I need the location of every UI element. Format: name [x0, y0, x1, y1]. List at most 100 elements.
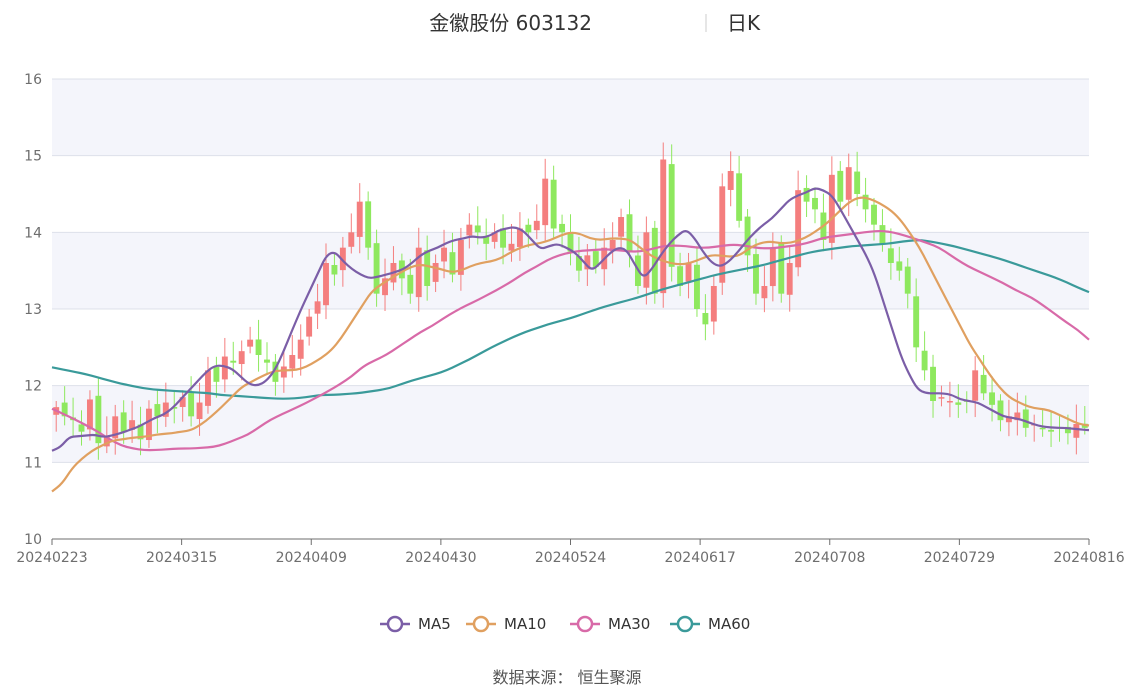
legend-marker-ma60 — [676, 615, 694, 633]
candle-body — [660, 159, 667, 294]
legend-label-ma60: MA60 — [708, 615, 750, 633]
candle-body — [508, 243, 515, 251]
x-tick-label: 20240524 — [535, 550, 606, 566]
candle-body — [415, 247, 422, 298]
candle-body — [238, 351, 245, 365]
y-axis-ticks: 10 11 12 13 14 15 16 — [24, 72, 42, 548]
candle-body — [643, 232, 650, 288]
candle-body — [769, 247, 776, 287]
candle-body — [154, 404, 161, 417]
candle-body — [129, 420, 136, 430]
candle-body — [1022, 409, 1029, 428]
candle-body — [356, 201, 363, 237]
y-tick-label: 15 — [24, 149, 42, 165]
candle-body — [146, 408, 152, 441]
candle-body — [365, 201, 372, 248]
x-tick-label: 20240315 — [146, 550, 217, 566]
candle-body — [887, 248, 894, 263]
candle-body — [289, 355, 296, 369]
y-tick-label: 12 — [24, 379, 42, 395]
chart-title: 金徽股份 603132 — [429, 11, 592, 35]
candle-body — [1039, 427, 1046, 430]
candle-body — [382, 278, 388, 296]
candle-body — [559, 223, 566, 233]
candle-body — [651, 227, 658, 294]
candle-body — [533, 220, 540, 231]
candle-body — [196, 402, 203, 420]
candle-body — [491, 232, 498, 242]
candle-body — [575, 256, 582, 271]
candle-body — [778, 243, 785, 294]
candle-body — [103, 435, 110, 447]
data-source: 数据来源： 恒生聚源 — [492, 668, 641, 687]
legend-label-ma30: MA30 — [608, 615, 650, 633]
x-tick-label: 20240816 — [1053, 550, 1124, 566]
candle-body — [584, 255, 591, 270]
candle-body — [348, 232, 355, 247]
x-tick-label: 20240223 — [16, 550, 87, 566]
candle-body — [972, 370, 979, 401]
candle-body — [685, 263, 692, 282]
candle-body — [331, 264, 338, 275]
candle-body — [339, 247, 346, 271]
candle-body — [803, 187, 810, 202]
y-tick-label: 10 — [24, 532, 42, 548]
candle-body — [441, 247, 447, 262]
candle-body — [120, 412, 127, 432]
candle-body — [879, 225, 886, 244]
candle-body — [112, 416, 119, 439]
candle-body — [761, 286, 768, 299]
candle-body — [626, 214, 633, 252]
candle-body — [323, 263, 329, 306]
candle-body — [449, 252, 456, 275]
candle-body — [162, 402, 169, 417]
candle-body — [677, 266, 684, 286]
candle-body — [837, 170, 844, 202]
ma30-line — [51, 229, 1090, 452]
x-axis: 20240223 20240315 20240409 20240430 20240524… — [16, 538, 1125, 566]
candle-body — [221, 356, 228, 380]
moving-average-lines — [51, 187, 1090, 493]
candle-body — [904, 266, 911, 294]
candle-body — [550, 179, 557, 229]
x-tick-label: 20240729 — [924, 550, 995, 566]
background-band — [52, 385, 1089, 463]
candle-body — [913, 296, 920, 348]
candle-body — [786, 263, 793, 295]
candle-body — [618, 217, 625, 237]
x-tick-label: 20240617 — [664, 550, 735, 566]
candle-body — [407, 274, 414, 294]
candle-body — [955, 402, 962, 405]
candle-body — [753, 254, 759, 294]
y-tick-label: 11 — [24, 455, 42, 471]
candle-body — [812, 197, 818, 210]
candle-body — [1005, 416, 1012, 423]
candle-body — [1064, 426, 1071, 434]
candle-body — [736, 173, 743, 221]
candle-body — [86, 399, 93, 430]
candle-body — [862, 194, 869, 210]
candle-body — [694, 264, 700, 309]
candle-body — [989, 392, 995, 405]
candle-body — [1073, 424, 1080, 438]
background-band — [52, 79, 1089, 156]
candle-body — [280, 366, 287, 378]
candle-body — [188, 393, 195, 417]
candle-body — [78, 424, 85, 432]
candle-body — [95, 395, 102, 444]
candle-body — [432, 263, 439, 282]
ma5-line — [51, 187, 1090, 452]
candle-body — [542, 178, 549, 226]
candle-body — [871, 204, 877, 225]
legend-label-ma10: MA10 — [504, 615, 546, 633]
candle-body — [719, 186, 726, 283]
candle-body — [828, 174, 835, 243]
legend-label-ma5: MA5 — [418, 615, 451, 633]
candle-body — [230, 360, 237, 363]
candle-body — [474, 225, 481, 233]
chart-legend: MA5 MA10 MA30 MA60 — [380, 615, 750, 633]
y-tick-label: 14 — [24, 225, 42, 241]
candle-body — [171, 407, 178, 409]
candle-body — [668, 164, 675, 267]
candle-body — [466, 224, 473, 236]
